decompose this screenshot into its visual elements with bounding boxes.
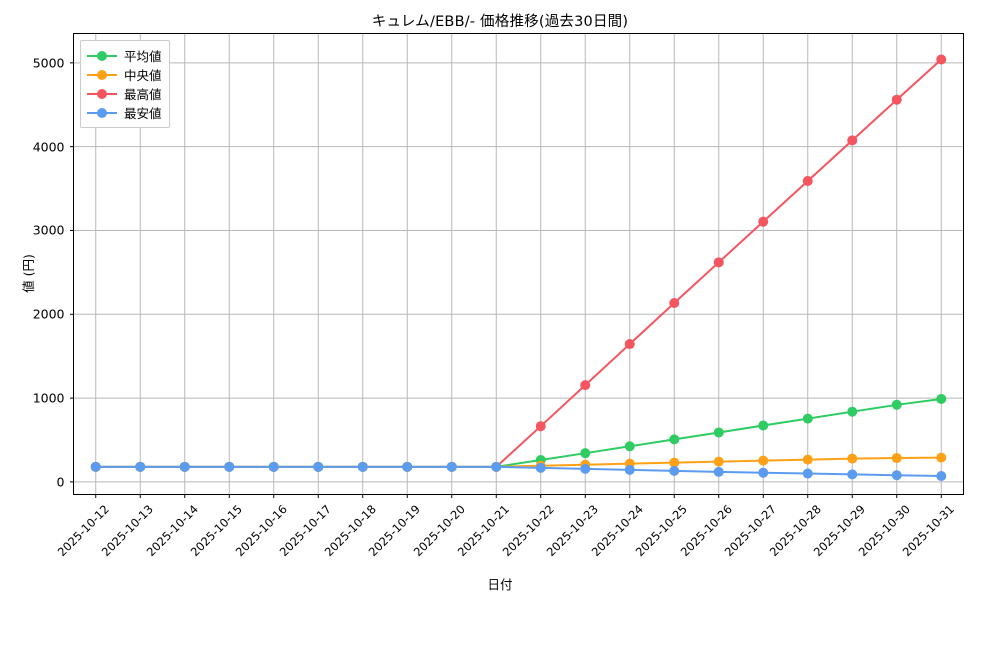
series-marker xyxy=(891,453,902,464)
series-marker xyxy=(669,297,680,308)
series-marker xyxy=(891,399,902,410)
series-marker xyxy=(891,470,902,481)
series-marker xyxy=(758,455,769,466)
legend-marker-icon xyxy=(87,68,117,82)
series-marker xyxy=(936,54,947,65)
series-marker xyxy=(713,427,724,438)
series-marker xyxy=(669,457,680,468)
series-marker xyxy=(802,468,813,479)
chart-title: キュレム/EBB/- 価格推移(過去30日間) xyxy=(371,14,629,30)
x-axis-label: 日付 xyxy=(487,577,513,592)
series-marker xyxy=(624,464,635,475)
legend-item[interactable]: 最安値 xyxy=(87,103,162,122)
series-marker xyxy=(491,461,502,472)
series-line xyxy=(94,58,943,468)
series-marker xyxy=(313,461,324,472)
series-marker xyxy=(402,461,413,472)
series-marker xyxy=(357,461,368,472)
series-marker xyxy=(758,467,769,478)
series-marker xyxy=(624,441,635,452)
series-layer xyxy=(90,54,947,482)
y-tick-label: 1000 xyxy=(32,390,65,406)
series-marker xyxy=(847,135,858,146)
y-tick-label: 0 xyxy=(56,474,65,490)
chart-legend: 平均値中央値最高値最安値 xyxy=(80,40,170,128)
legend-label: 中央値 xyxy=(124,68,162,83)
series-marker xyxy=(580,448,591,459)
series-marker xyxy=(802,176,813,187)
series-marker xyxy=(802,454,813,465)
plot-area xyxy=(70,33,964,498)
series-marker xyxy=(847,453,858,464)
gridlines xyxy=(73,33,964,495)
series-marker xyxy=(669,465,680,476)
series-line xyxy=(94,456,943,468)
series-line xyxy=(94,397,943,468)
y-tick-label: 5000 xyxy=(32,55,65,71)
legend-item[interactable]: 最高値 xyxy=(87,84,162,103)
series-marker xyxy=(713,257,724,268)
series-marker xyxy=(669,434,680,445)
legend-label: 最高値 xyxy=(124,87,162,102)
series-marker xyxy=(580,463,591,474)
series-marker xyxy=(936,393,947,404)
series-marker xyxy=(535,421,546,432)
series-marker xyxy=(758,420,769,431)
series-marker xyxy=(847,469,858,480)
y-tick-label: 3000 xyxy=(32,222,65,238)
legend-item[interactable]: 平均値 xyxy=(87,46,162,65)
series-marker xyxy=(802,413,813,424)
series-marker xyxy=(446,461,457,472)
legend-item[interactable]: 中央値 xyxy=(87,65,162,84)
series-marker xyxy=(847,406,858,417)
series-marker xyxy=(580,380,591,391)
chart-figure: キュレム/EBB/- 価格推移(過去30日間) 0 1000 2000 3000 400… xyxy=(20,14,964,592)
axis-ticks xyxy=(70,62,942,498)
series-marker xyxy=(891,94,902,105)
series-marker xyxy=(268,461,279,472)
plot-frame xyxy=(73,33,964,495)
series-marker xyxy=(936,452,947,463)
series-marker xyxy=(135,461,146,472)
legend-label: 平均値 xyxy=(124,49,162,64)
series-marker xyxy=(224,461,235,472)
series-marker xyxy=(713,466,724,477)
series-marker xyxy=(179,461,190,472)
y-tick-label: 2000 xyxy=(32,306,65,322)
legend-marker-icon xyxy=(87,106,117,120)
y-tick-label: 4000 xyxy=(32,139,65,155)
y-axis-label: 値 (円) xyxy=(20,254,36,293)
series-marker xyxy=(758,216,769,227)
series-marker xyxy=(624,339,635,350)
legend-marker-icon xyxy=(87,49,117,63)
series-marker xyxy=(713,456,724,467)
series-line xyxy=(94,465,943,478)
series-marker xyxy=(90,461,101,472)
series-marker xyxy=(936,471,947,482)
legend-marker-icon xyxy=(87,87,117,101)
legend-label: 最安値 xyxy=(124,106,162,121)
series-marker xyxy=(535,462,546,473)
